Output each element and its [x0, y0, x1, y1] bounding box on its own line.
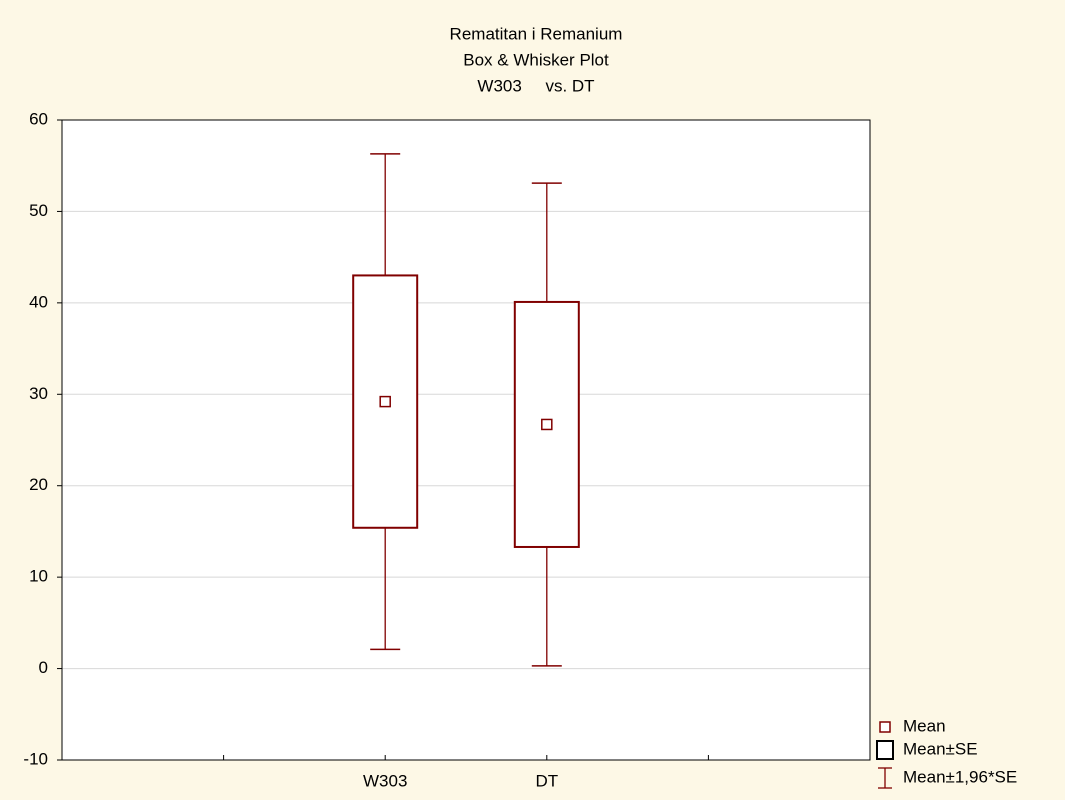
x-tick-label: W303	[363, 771, 407, 790]
legend-label: Mean±SE	[903, 739, 978, 758]
y-tick-label: 30	[29, 384, 48, 403]
y-tick-label: 20	[29, 475, 48, 494]
legend-label: Mean±1,96*SE	[903, 767, 1017, 786]
y-tick-label: 50	[29, 201, 48, 220]
chart-subtitle: Box & Whisker Plot	[463, 50, 609, 69]
y-tick-label: -10	[23, 749, 48, 768]
mean-marker	[541, 418, 553, 431]
plot-area	[62, 120, 870, 760]
y-tick-label: 40	[29, 292, 48, 311]
mean-marker	[379, 395, 391, 408]
chart-subtitle: W303 vs. DT	[477, 76, 594, 95]
chart-title: Rematitan i Remanium	[450, 24, 623, 43]
y-tick-label: 10	[29, 567, 48, 586]
y-tick-label: 60	[29, 109, 48, 128]
plot-frame	[61, 119, 871, 761]
legend-label: Mean	[903, 716, 946, 735]
x-tick-label: DT	[535, 771, 558, 790]
legend-symbol	[879, 721, 891, 733]
y-tick-label: 0	[39, 658, 48, 677]
legend-symbol	[876, 740, 894, 760]
